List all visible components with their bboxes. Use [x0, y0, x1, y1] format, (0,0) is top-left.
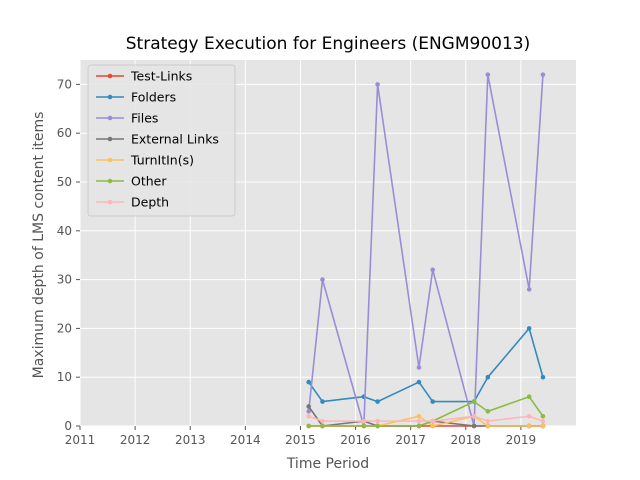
data-point-folders	[526, 326, 532, 331]
data-point-folders	[306, 379, 312, 385]
legend-label: Test-Links	[130, 69, 192, 84]
data-point-turnitin-s	[485, 423, 491, 429]
series-line-files	[307, 73, 544, 427]
x-tick-label: 2015	[285, 433, 316, 447]
series-folders	[306, 326, 546, 404]
y-tick-label: 20	[57, 321, 72, 335]
legend-item-external-links: External Links	[96, 132, 219, 147]
data-point-depth	[416, 418, 422, 424]
data-point-other	[471, 399, 477, 404]
x-tick-label: 2018	[451, 433, 482, 447]
data-point-folders	[485, 374, 491, 380]
data-point-other	[361, 423, 367, 429]
data-point-files	[526, 287, 532, 292]
legend-swatch-marker	[107, 115, 113, 121]
legend-item-other: Other	[96, 174, 167, 189]
legend-swatch-marker	[107, 94, 113, 100]
data-point-other	[320, 423, 325, 429]
data-point-other	[540, 413, 546, 419]
series-other	[306, 394, 546, 429]
legend-label: Folders	[131, 90, 176, 105]
data-point-depth	[471, 413, 477, 419]
data-point-files	[306, 409, 312, 414]
series-layer	[306, 72, 546, 429]
data-point-folders	[430, 399, 436, 404]
data-point-turnitin-s	[526, 423, 532, 429]
data-point-other	[306, 423, 312, 429]
data-point-other	[526, 394, 532, 400]
data-point-files	[430, 267, 436, 273]
x-axis: 2011 2012 2013 2014 2015 2016 2017 2018 2019	[65, 426, 536, 447]
data-point-turnitin-s	[430, 423, 436, 429]
y-axis: 0 10 20 30 40 50 60 70	[57, 77, 80, 433]
data-point-external-links	[471, 423, 477, 429]
y-tick-label: 60	[57, 126, 72, 140]
data-point-folders	[416, 379, 422, 385]
data-point-files	[540, 72, 546, 77]
x-tick-label: 2017	[395, 433, 426, 447]
data-point-other	[485, 409, 491, 414]
y-tick-label: 70	[57, 77, 72, 91]
series-depth	[306, 413, 546, 424]
x-tick-label: 2012	[120, 433, 151, 447]
data-point-depth	[306, 413, 312, 419]
x-tick-label: 2016	[340, 433, 371, 447]
x-axis-label: Time Period	[286, 456, 369, 472]
y-tick-label: 0	[64, 419, 72, 433]
data-point-turnitin-s	[540, 423, 546, 429]
data-point-other	[416, 423, 422, 429]
data-point-depth	[526, 413, 532, 419]
legend-item-files: Files	[96, 111, 158, 126]
series-line-depth	[308, 415, 544, 422]
legend-item-folders: Folders	[96, 90, 176, 105]
data-point-files	[416, 365, 422, 370]
legend-item-test-links: Test-Links	[96, 69, 192, 84]
chart-title: Strategy Execution for Engineers (ENGM90…	[126, 34, 530, 54]
data-point-depth	[430, 418, 436, 424]
legend-swatch-marker	[107, 136, 113, 142]
legend-swatch-marker	[107, 73, 113, 79]
data-point-depth	[320, 418, 325, 424]
legend-label: Files	[131, 111, 158, 126]
y-axis-label: Maximum depth of LMS content items	[31, 112, 47, 379]
legend-label: Other	[131, 174, 167, 189]
legend-label: External Links	[131, 132, 219, 147]
data-point-depth	[375, 418, 380, 424]
y-tick-label: 10	[57, 370, 72, 384]
y-tick-label: 50	[57, 175, 72, 189]
data-point-depth	[361, 418, 367, 424]
y-tick-label: 30	[57, 273, 72, 287]
gridlines	[79, 60, 576, 427]
legend-item-turnitin-s: TurnItIn(s)	[96, 153, 194, 168]
data-point-folders	[540, 374, 546, 380]
data-point-folders	[375, 399, 380, 404]
data-point-external-links	[306, 404, 312, 409]
legend-label: TurnItIn(s)	[130, 153, 194, 168]
series-line-other	[308, 395, 544, 427]
data-point-other	[375, 423, 380, 429]
data-point-files	[485, 72, 491, 77]
data-point-depth	[485, 418, 491, 424]
series-line-folders	[308, 327, 544, 403]
legend: Test-Links Folders Files External Links Turn…	[87, 64, 236, 217]
legend-swatch-marker	[107, 157, 113, 163]
y-tick-label: 40	[57, 224, 72, 238]
legend-swatch-marker	[107, 199, 113, 205]
data-point-depth	[540, 418, 546, 424]
x-tick-label: 2019	[506, 433, 537, 447]
data-point-folders	[320, 399, 325, 404]
legend-swatch-marker	[107, 178, 113, 184]
legend-item-depth: Depth	[96, 195, 169, 210]
data-point-files	[375, 82, 380, 87]
x-tick-label: 2013	[175, 433, 206, 447]
legend-box	[87, 64, 236, 217]
data-point-files	[320, 277, 325, 282]
legend-label: Depth	[131, 195, 169, 210]
x-tick-label: 2014	[230, 433, 261, 447]
x-tick-label: 2011	[65, 433, 96, 447]
data-point-turnitin-s	[416, 413, 422, 419]
